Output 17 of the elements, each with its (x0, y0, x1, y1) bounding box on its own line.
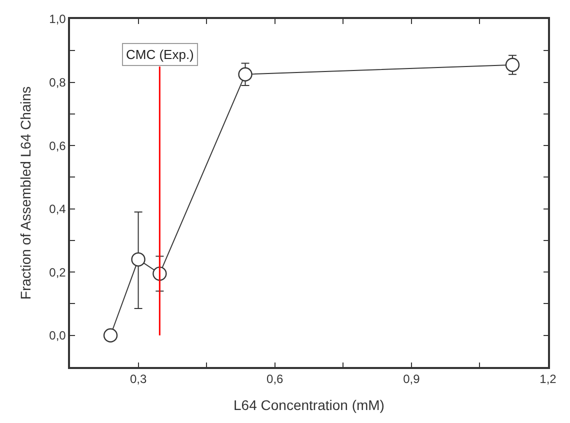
y-axis-title: Fraction of Assembled L64 Chains (17, 86, 34, 300)
y-tick-label: 0,6 (49, 138, 66, 153)
y-tick-label: 0,0 (49, 328, 66, 343)
y-tick-label: 0,4 (49, 202, 66, 216)
x-tick-label: 1,2 (540, 372, 557, 386)
y-tick-label: 1,0 (49, 12, 66, 26)
x-tick-label: 0,6 (266, 372, 284, 386)
point (131, 252, 146, 267)
point (505, 58, 520, 72)
x-tick-label: 0,3 (130, 372, 147, 386)
x-tick-label: 0,9 (403, 372, 420, 386)
ref-line-label: CMC (Exp.) (126, 47, 194, 62)
y-tick-label: 0,2 (49, 265, 66, 280)
y-tick-label: 0,8 (49, 75, 66, 90)
point (238, 67, 252, 82)
point (103, 328, 118, 342)
x-axis-title: L64 Concentration (mM) (234, 396, 384, 413)
